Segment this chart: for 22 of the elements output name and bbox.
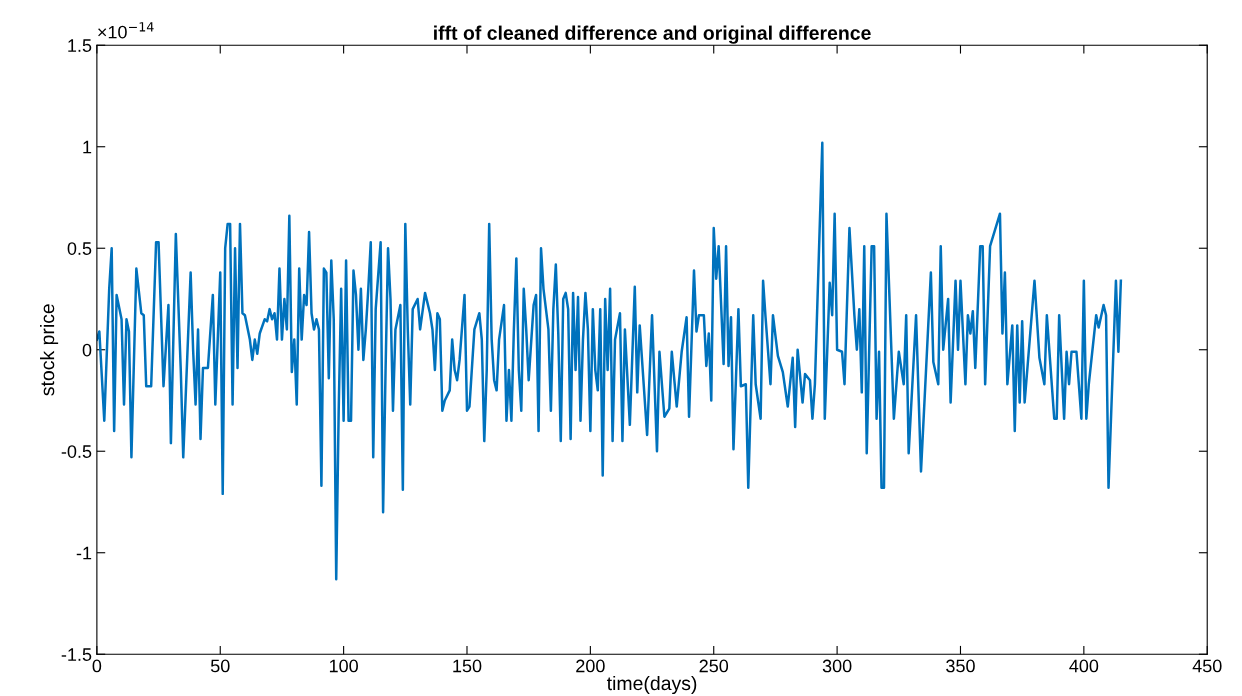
x-tick-label: 300 [822,659,852,673]
line-series [96,141,1123,581]
x-tick-label: 100 [329,659,358,673]
y-axis-title: stock price [40,304,59,396]
x-tick-label: 250 [699,659,729,673]
y-tick-label: -1 [76,546,92,560]
x-tick-label: 200 [576,659,605,673]
x-tick-label: 50 [210,659,230,673]
y-tick-label: 0.5 [67,242,92,255]
y-tick-label: -1.5 [61,648,92,661]
y-tick-label: 1 [83,140,92,154]
y-tick-label: 0 [82,343,92,357]
x-tick-label: 0 [92,659,102,673]
text: ×10$^{−14}$ [98,22,154,39]
x-axis-title: time(days) [606,675,697,695]
x-tick-label: 450 [1192,659,1222,673]
x-tick-label: 400 [1069,659,1099,673]
x-tick-label: 350 [946,659,975,673]
y-tick-label: 1.5 [68,39,92,52]
chart-title: ifft of cleaned difference and original difference [434,25,871,44]
x-tick-label: 150 [453,659,482,673]
y-tick-label: -0.5 [61,445,92,458]
